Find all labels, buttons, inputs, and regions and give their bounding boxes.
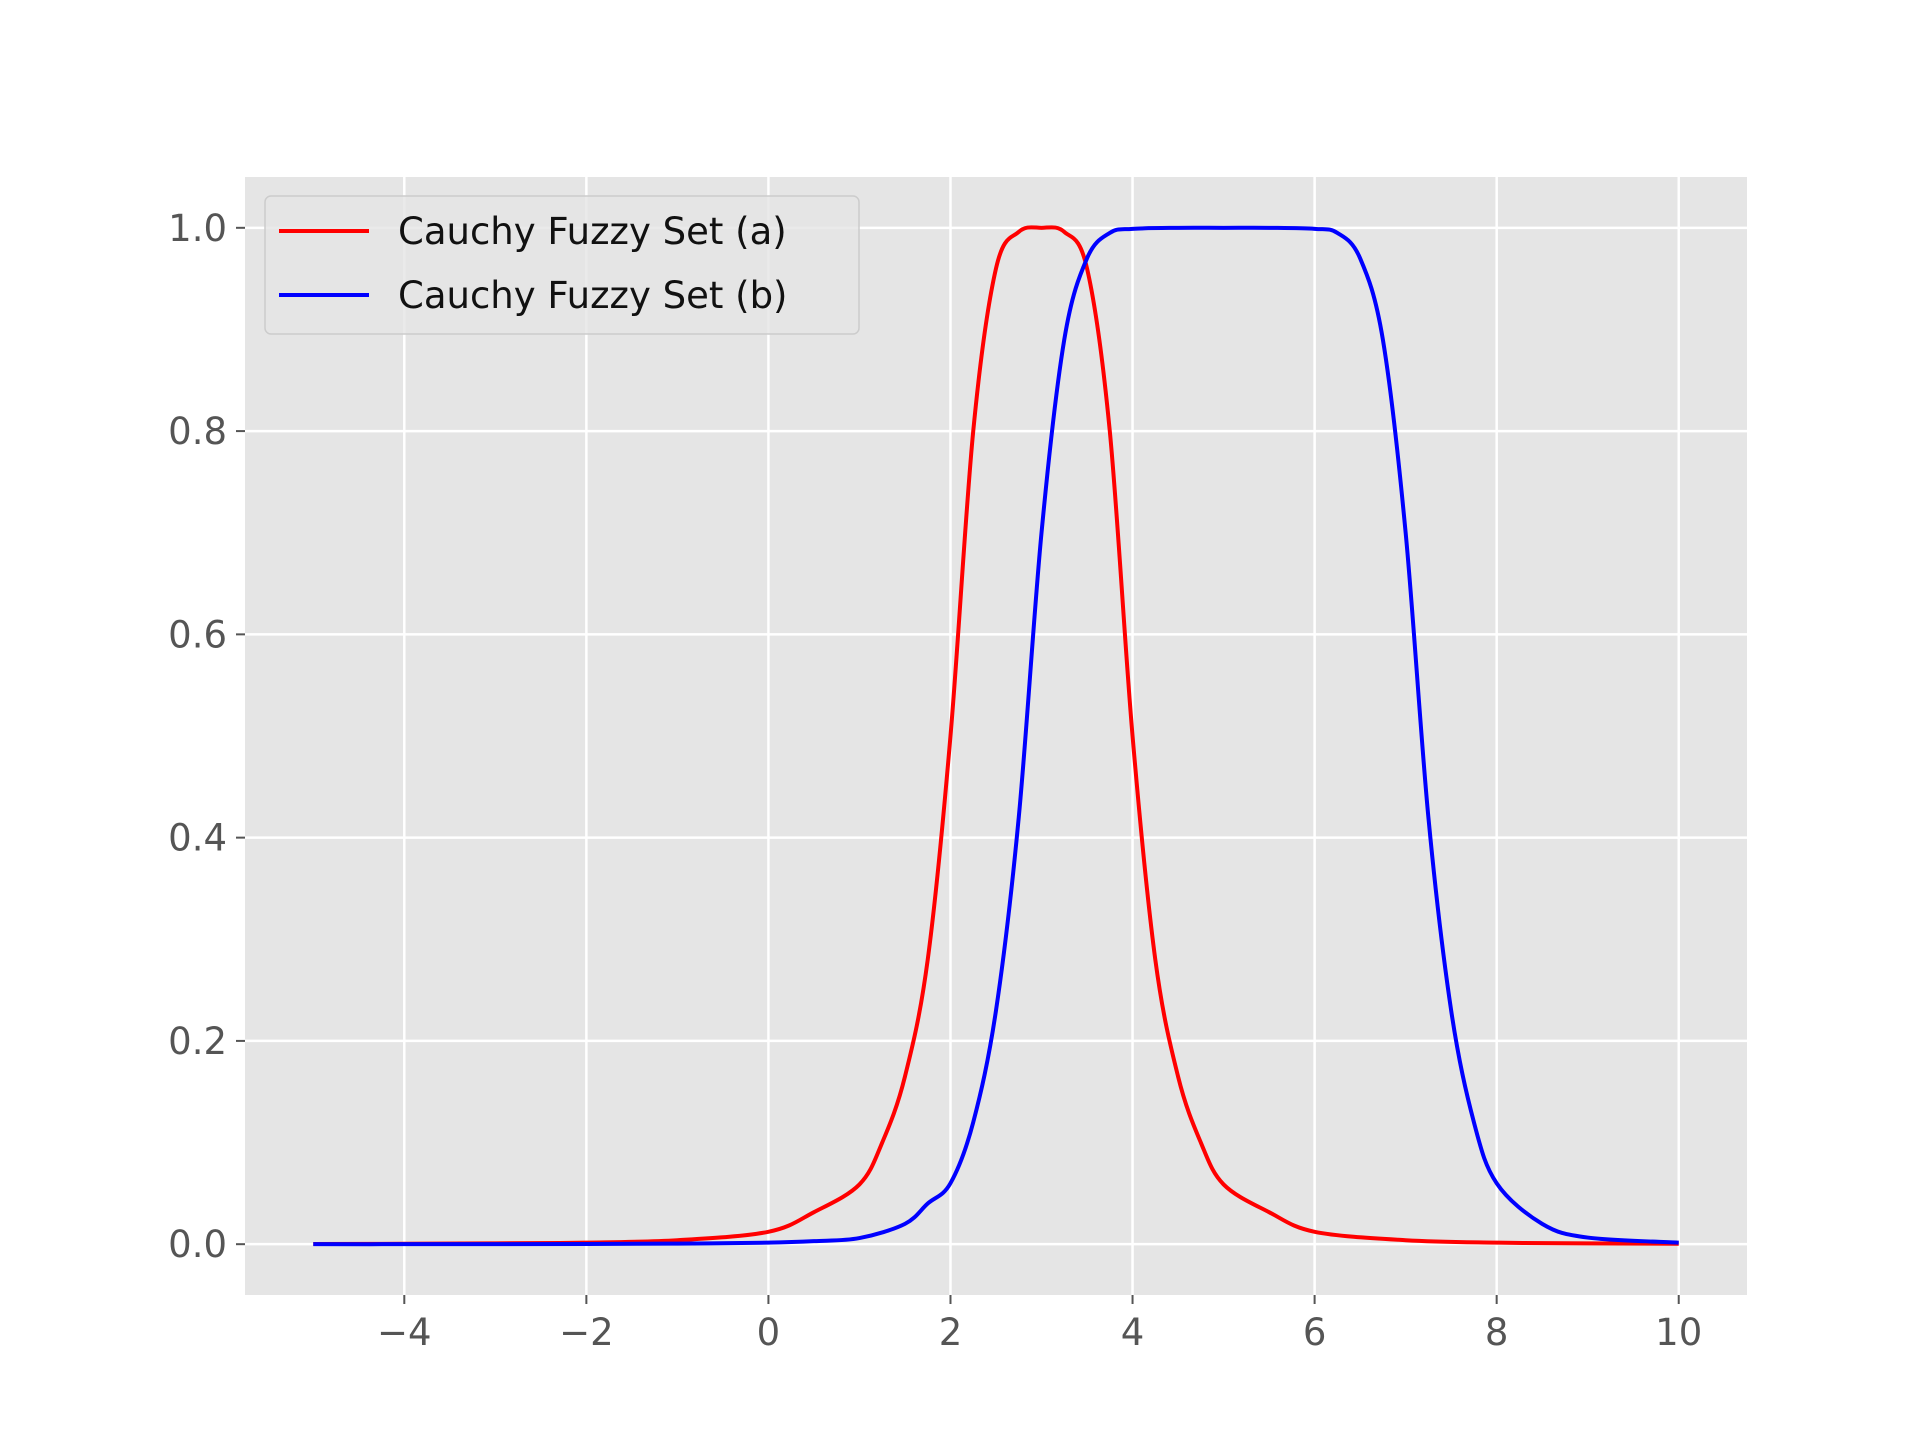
series-line-b [313,225,1679,1247]
legend: Cauchy Fuzzy Set (a) Cauchy Fuzzy Set (b… [264,195,860,335]
series-line-a [313,225,1679,1246]
y-tick-label: 0.6 [168,613,227,656]
x-tick-label: 10 [1655,1311,1702,1354]
y-tick-label: 0.8 [168,410,227,453]
legend-label-b: Cauchy Fuzzy Set (b) [398,274,788,317]
y-tick-label: 0.4 [168,817,227,860]
legend-box [264,195,860,335]
x-tick-label: 4 [1121,1311,1145,1354]
y-tick-label: 1.0 [168,207,227,250]
y-axis: 0.0 0.2 0.4 0.6 0.8 1.0 [168,207,245,1266]
y-tick-label: 0.0 [168,1223,227,1266]
x-tick-label: 0 [757,1311,781,1354]
x-tick-label: −4 [377,1311,432,1354]
x-tick-label: 8 [1485,1311,1509,1354]
x-axis: −4 −2 0 2 4 6 8 10 [377,1295,1702,1354]
plot-area [245,177,1747,1295]
x-tick-label: −2 [559,1311,614,1354]
y-tick-label: 0.2 [168,1020,227,1063]
x-tick-label: 6 [1303,1311,1327,1354]
x-tick-label: 2 [939,1311,963,1354]
series-group [313,225,1679,1247]
legend-label-a: Cauchy Fuzzy Set (a) [398,210,787,253]
